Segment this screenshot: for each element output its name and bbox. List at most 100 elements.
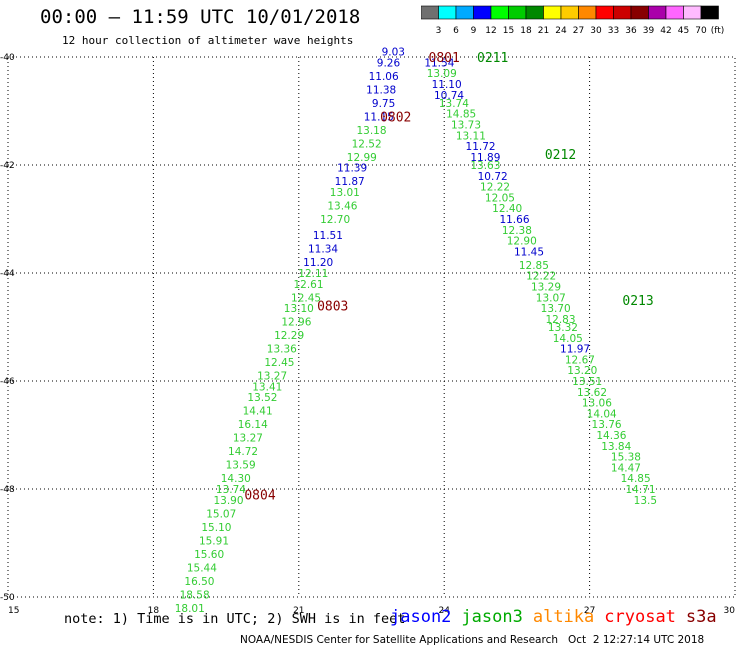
colorbar-label: 18 (520, 26, 532, 36)
colorbar-label: 39 (643, 26, 655, 36)
colorbar-label: 3 (436, 26, 442, 36)
chart-subtitle: 12 hour collection of altimeter wave hei… (62, 34, 354, 47)
wave-height-value: 13.20 (567, 365, 597, 377)
colorbar-label: 70 (695, 26, 707, 36)
pass-number-label: 0803 (317, 299, 348, 314)
wave-height-value: 11.39 (337, 163, 367, 175)
x-tick-label: 24 (438, 606, 450, 616)
colorbar-label: 15 (503, 26, 514, 36)
plot-frame (7, 56, 736, 598)
legend-item-jason2: jason2 (390, 607, 452, 627)
wave-height-value: 12.22 (526, 271, 556, 283)
wave-height-value: 11.20 (303, 257, 333, 269)
wave-height-value: 11.10 (432, 79, 462, 91)
wave-height-value: 11.06 (369, 71, 399, 83)
wave-height-value: 12.22 (480, 182, 510, 194)
pass-number-label: 0212 (545, 148, 576, 163)
wave-height-value: 13.84 (601, 441, 631, 453)
wave-height-value: 14.04 (587, 408, 617, 420)
x-tick-label: 18 (148, 606, 160, 616)
wave-height-value: 14.47 (611, 462, 641, 474)
wave-height-value: 12.83 (545, 314, 575, 326)
wave-height-value: 13.74 (216, 484, 246, 496)
wave-height-value: 12.40 (492, 203, 522, 215)
wave-height-value: 9.03 (382, 47, 405, 59)
wave-height-value: 13.52 (247, 392, 277, 404)
wave-height-value: 10.74 (434, 90, 464, 102)
legend-item-cryosat: cryosat (604, 607, 676, 627)
wave-height-value: 12.99 (347, 152, 377, 164)
wave-height-value: 18.58 (180, 589, 210, 601)
wave-height-value: 14.30 (221, 473, 251, 485)
wave-height-value: 13.41 (252, 381, 282, 393)
x-tick-label: 15 (8, 606, 19, 616)
wave-height-value: 13.06 (582, 398, 612, 410)
wave-height-value: 13.46 (327, 201, 357, 213)
y-tick-label: -42 (0, 161, 15, 171)
colorbar-label: 9 (471, 26, 477, 36)
wave-height-value: 13.32 (548, 322, 578, 334)
wave-height-value: 15.91 (199, 535, 229, 547)
wave-height-value: 13.59 (226, 460, 256, 472)
colorbar-label: 42 (660, 26, 671, 36)
pass-number-label: 0804 (244, 488, 275, 503)
wave-height-value: 9.26 (377, 57, 401, 69)
wave-height-value: 13.27 (257, 371, 287, 383)
satellite-legend: jason2 jason3 altika cryosat s3a (390, 607, 727, 627)
wave-height-value: 12.70 (320, 214, 350, 226)
wave-height-value: 12.85 (519, 260, 549, 272)
wave-height-value: 11.34 (308, 244, 338, 256)
legend-item-s3a: s3a (685, 607, 717, 627)
wave-height-value: 11.66 (499, 214, 529, 226)
wave-height-value: 12.90 (507, 236, 537, 248)
wave-height-value: 15.07 (206, 508, 236, 520)
pass-number-label: 0211 (477, 51, 508, 66)
chart-title: 00:00 – 11:59 UTC 10/01/2018 (40, 6, 361, 28)
wave-height-value: 11.45 (514, 246, 544, 258)
wave-height-value: 14.85 (446, 109, 476, 121)
wave-height-value: 11.87 (335, 176, 365, 188)
wave-height-value: 13.10 (284, 303, 314, 315)
colorbar-swatch (700, 5, 719, 20)
legend-item-jason3: jason3 (461, 607, 523, 627)
wave-height-value: 13.74 (439, 98, 469, 110)
color-scale-bar: 3 6 9 12 15 18 21 24 27 30 33 36 39 42 45 70 (ft) (421, 5, 724, 36)
wave-height-value: 13.36 (267, 344, 297, 356)
axis-layer: 15 18 21 24 27 30 -40 -42 -44 -46 -48 -50 (0, 53, 736, 616)
wave-height-value: 14.72 (228, 446, 258, 458)
pass-number-label: 0213 (622, 294, 653, 309)
x-tick-label: 21 (293, 606, 304, 616)
wave-height-value: 13.5 (634, 495, 657, 507)
wave-height-value: 12.29 (274, 330, 304, 342)
wave-height-value: 12.05 (485, 192, 515, 204)
y-tick-label: -48 (0, 485, 15, 495)
wave-height-value: 15.60 (194, 549, 224, 561)
wave-height-value: 11.97 (560, 344, 590, 356)
x-tick-label: 30 (724, 606, 736, 616)
wave-height-value: 12.45 (291, 292, 321, 304)
colorbar-label: 30 (590, 26, 602, 36)
wave-height-value: 16.50 (184, 576, 214, 588)
wave-height-value: 15.10 (201, 522, 231, 534)
wave-height-value: 12.38 (502, 225, 532, 237)
pass-number-label: 0801 (429, 51, 460, 66)
colorbar-label: 24 (555, 26, 567, 36)
wave-height-value: 13.51 (572, 376, 602, 388)
wave-height-value: 14.05 (553, 333, 583, 345)
wave-height-value: 11.38 (366, 84, 396, 96)
x-tick-label: 27 (584, 606, 595, 616)
wave-height-value: 14.71 (625, 484, 655, 496)
wave-height-value: 9.75 (372, 98, 395, 110)
colorbar-label: 6 (453, 26, 459, 36)
wave-height-value: 11.15 (364, 111, 394, 123)
y-tick-label: -40 (0, 53, 15, 63)
wave-height-value: 13.11 (456, 130, 486, 142)
wave-height-value: 13.18 (356, 125, 386, 137)
colorbar-label: 45 (678, 26, 689, 36)
wave-height-value: 12.67 (565, 354, 595, 366)
wave-height-value: 13.63 (470, 160, 500, 172)
wave-height-value: 11.89 (470, 152, 500, 164)
wave-height-value: 15.44 (187, 562, 217, 574)
wave-height-value: 13.27 (233, 433, 263, 445)
